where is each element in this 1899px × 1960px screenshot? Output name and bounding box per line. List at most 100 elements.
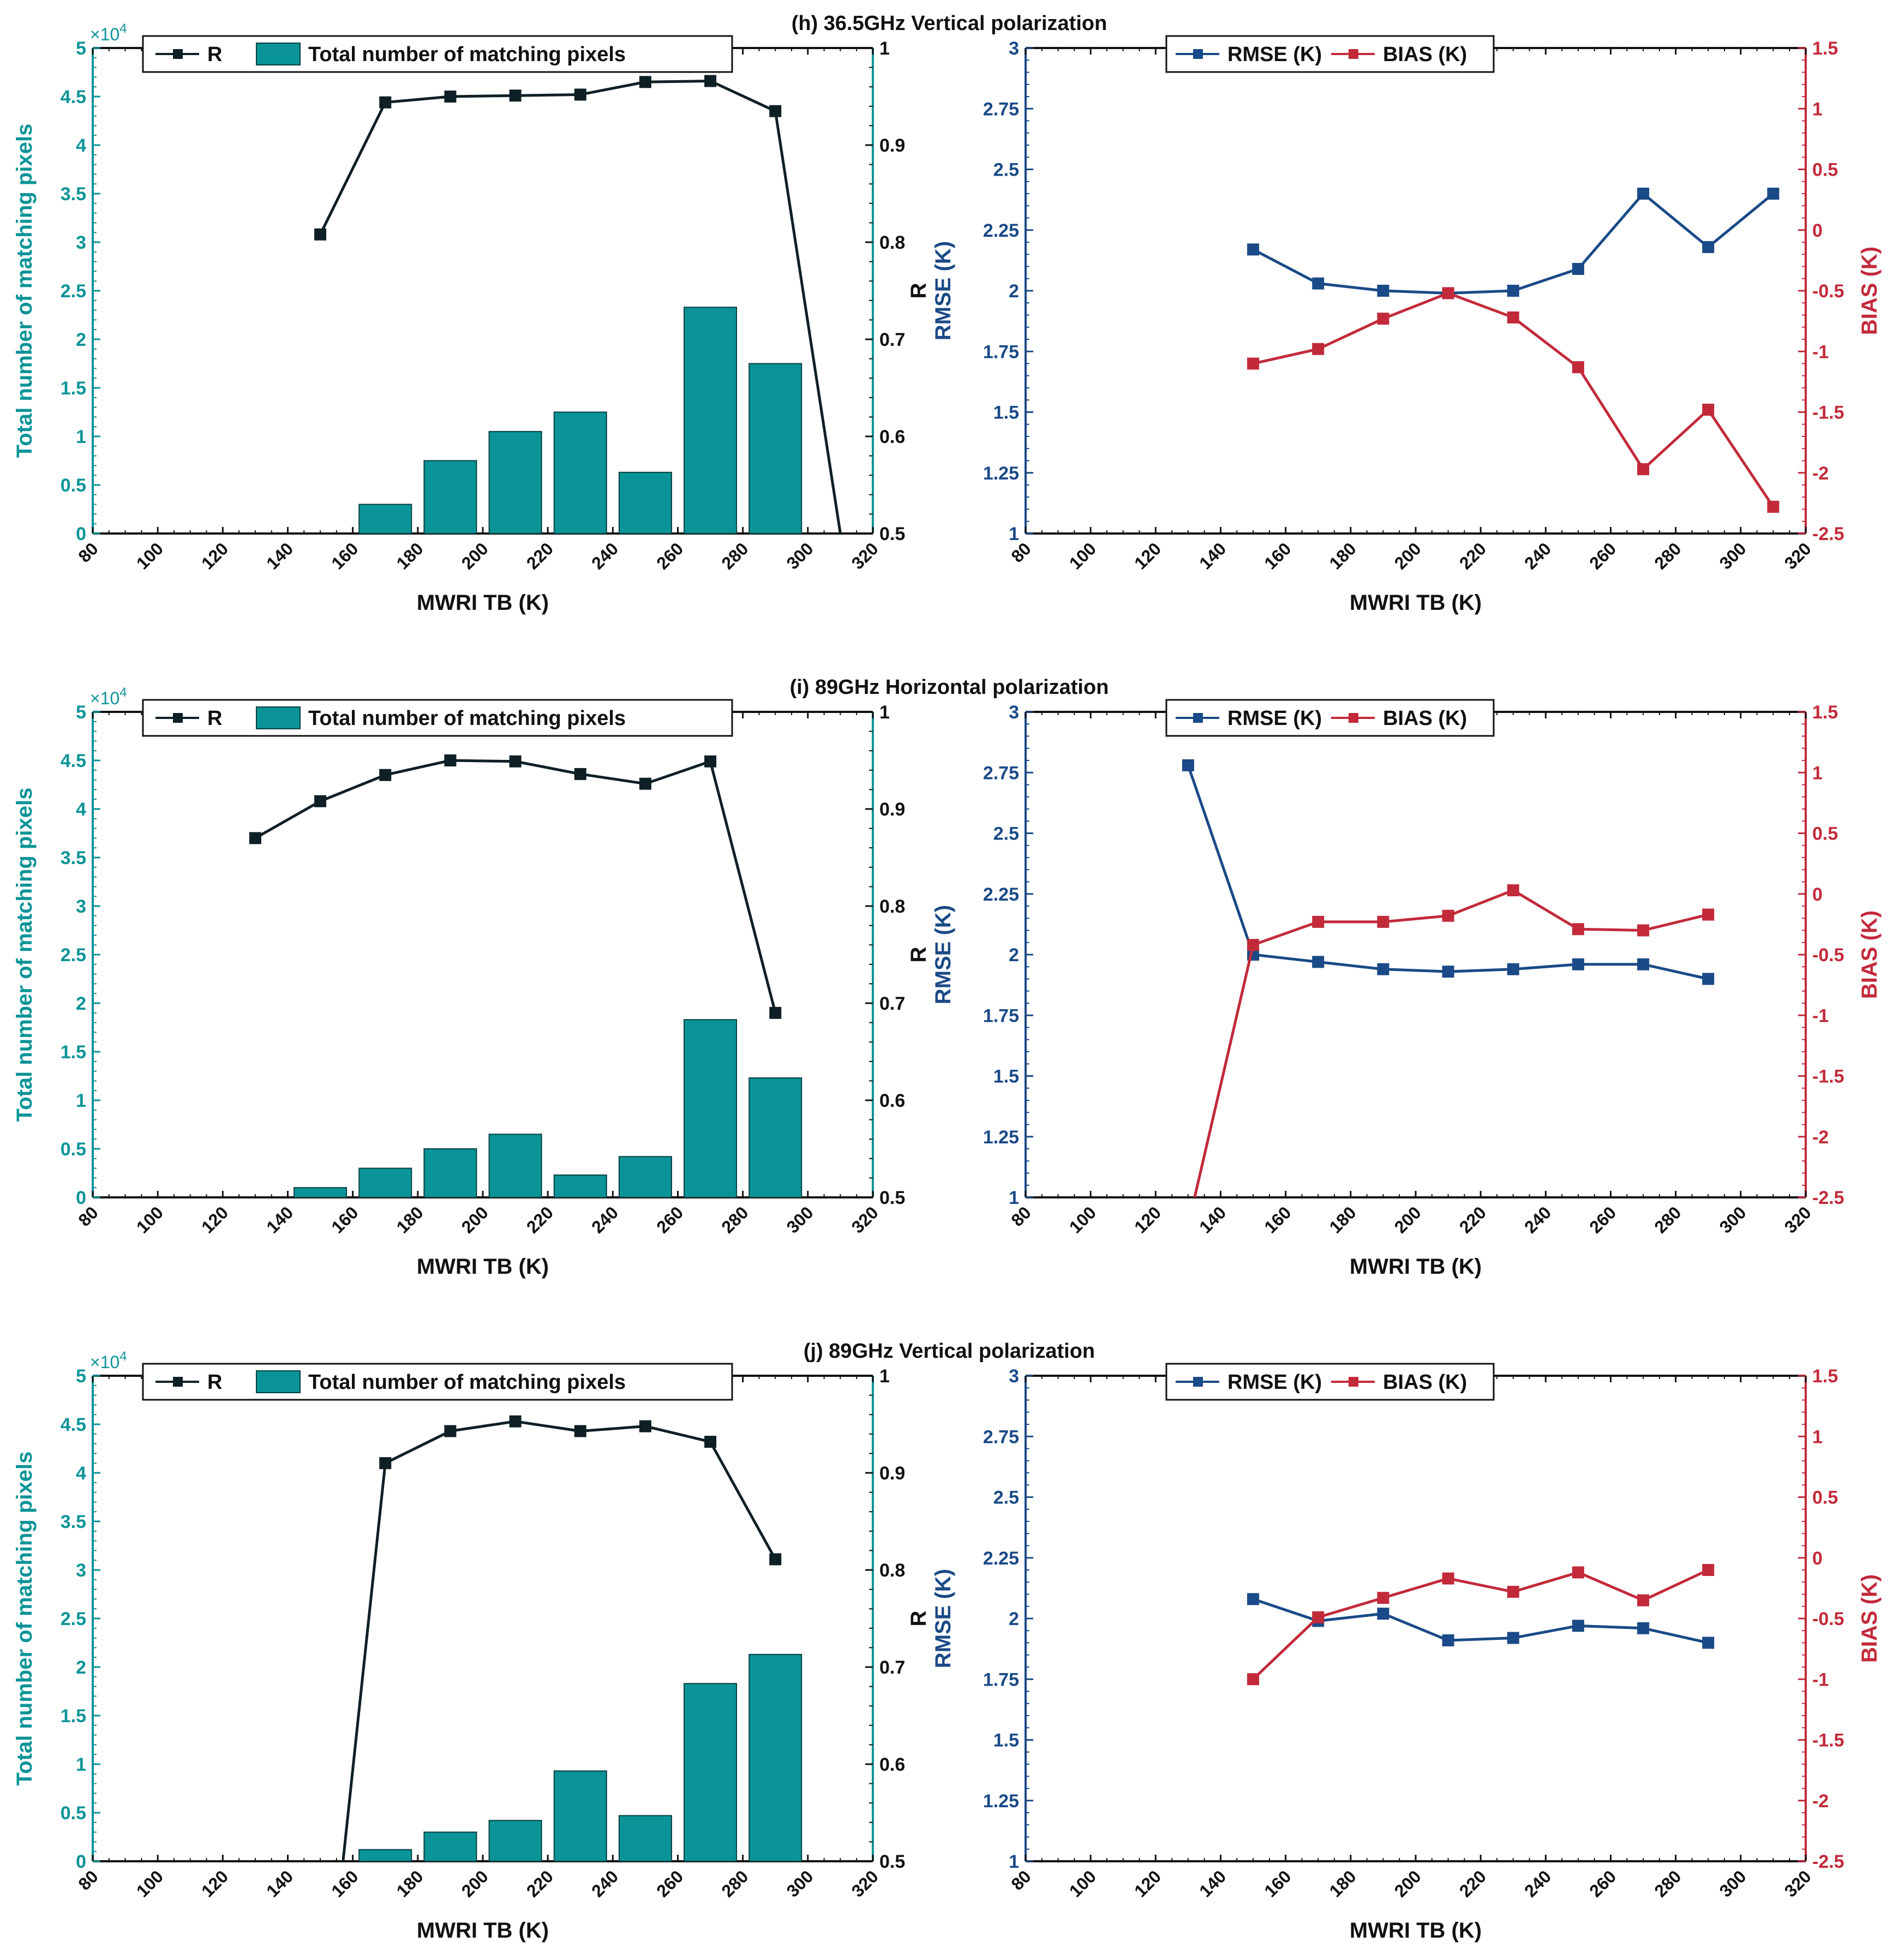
x-tick-label: 220 bbox=[523, 538, 557, 573]
x-tick-label: 200 bbox=[1391, 1202, 1425, 1237]
y-tick-label: 0 bbox=[76, 524, 86, 544]
y-tick-label: 2.5 bbox=[61, 1609, 86, 1629]
y-tick-label: 2.25 bbox=[983, 884, 1019, 905]
y-tick-label: -2.5 bbox=[1812, 1851, 1844, 1872]
legend-swatch-marker bbox=[173, 713, 183, 723]
y-tick-label: 4.5 bbox=[61, 751, 86, 771]
x-tick-label: 120 bbox=[1130, 538, 1165, 573]
r-marker bbox=[444, 91, 457, 103]
y-tick-label: 1 bbox=[1812, 1426, 1823, 1447]
x-tick-label: 260 bbox=[652, 1202, 687, 1237]
y-tick-label: 0.6 bbox=[879, 1754, 905, 1775]
x-tick-label: 300 bbox=[1716, 1202, 1750, 1237]
panel-title: (h) 36.5GHz Vertical polarization bbox=[792, 12, 1107, 35]
y-tick-label: 0.5 bbox=[1812, 824, 1838, 844]
legend-swatch-marker bbox=[1193, 713, 1203, 723]
y-tick-label: 2.75 bbox=[983, 1426, 1019, 1447]
x-tick-label: 160 bbox=[1260, 538, 1295, 573]
count-bar bbox=[618, 471, 672, 534]
count-bar bbox=[618, 1815, 672, 1862]
r-marker bbox=[639, 777, 651, 790]
legend-box bbox=[142, 35, 733, 73]
r-line bbox=[254, 759, 777, 1014]
x-axis-label: MWRI TB (K) bbox=[417, 1919, 549, 1943]
count-bar bbox=[488, 1134, 542, 1198]
x-tick-label: 140 bbox=[262, 1202, 297, 1237]
x-tick-label: 120 bbox=[1130, 1202, 1165, 1237]
x-tick-label: 260 bbox=[1585, 538, 1620, 573]
x-tick-label: 200 bbox=[458, 1202, 492, 1237]
legend-box bbox=[1165, 35, 1495, 73]
legend-swatch-marker bbox=[1193, 1377, 1203, 1387]
y-multiplier: ×104 bbox=[90, 21, 127, 44]
x-tick-label: 180 bbox=[393, 538, 427, 573]
x-tick-label: 300 bbox=[783, 1866, 817, 1901]
x-tick-label: 160 bbox=[1260, 1866, 1295, 1901]
bias-marker bbox=[1637, 1594, 1650, 1607]
x-axis-label: MWRI TB (K) bbox=[1350, 591, 1482, 615]
rmse-marker bbox=[1572, 1620, 1584, 1632]
y-tick-label: 2.5 bbox=[993, 1488, 1019, 1508]
rmse-marker bbox=[1572, 958, 1584, 970]
rmse-marker bbox=[1312, 956, 1325, 968]
x-tick-label: 280 bbox=[717, 538, 752, 573]
legend-box bbox=[1165, 699, 1495, 737]
rmse-marker bbox=[1572, 262, 1584, 275]
bias-marker bbox=[1377, 1592, 1389, 1604]
legend-swatch-marker bbox=[1349, 49, 1358, 59]
x-tick-label: 320 bbox=[848, 1866, 882, 1901]
x-tick-label: 280 bbox=[717, 1866, 752, 1901]
r-marker bbox=[574, 1425, 586, 1437]
x-tick-label: 120 bbox=[1130, 1866, 1165, 1901]
y-tick-label: 1.5 bbox=[993, 403, 1019, 423]
legend-label: RMSE (K) bbox=[1227, 707, 1322, 730]
x-tick-label: 280 bbox=[1650, 1202, 1685, 1237]
legend-label: Total number of matching pixels bbox=[308, 1371, 626, 1394]
y-tick-label: 1.5 bbox=[993, 1066, 1019, 1087]
x-tick-label: 160 bbox=[1260, 1202, 1295, 1237]
y-tick-label: 1.5 bbox=[993, 1730, 1019, 1751]
legend-label: RMSE (K) bbox=[1227, 1371, 1322, 1394]
legend-label: RMSE (K) bbox=[1227, 43, 1322, 66]
y-tick-label: 0 bbox=[1812, 884, 1823, 905]
y-tick-label: -1 bbox=[1812, 1005, 1829, 1026]
r-marker bbox=[704, 75, 717, 87]
r-marker bbox=[704, 755, 717, 768]
y-tick-label: 3 bbox=[1009, 702, 1019, 723]
x-tick-label: 120 bbox=[197, 538, 232, 573]
count-bar bbox=[358, 504, 412, 534]
right-panel-1: 80 100 120 140 160 180 200 220 240 260 280 300 320MW… bbox=[931, 699, 1882, 1279]
count-bar bbox=[684, 307, 738, 534]
y-tick-label: 2.25 bbox=[983, 1548, 1019, 1569]
rmse-marker bbox=[1507, 285, 1519, 297]
x-tick-label: 280 bbox=[1650, 1866, 1685, 1901]
x-tick-label: 180 bbox=[393, 1866, 427, 1901]
x-tick-label: 160 bbox=[327, 1866, 362, 1901]
rmse-marker bbox=[1702, 1637, 1715, 1649]
rmse-marker bbox=[1507, 1632, 1519, 1644]
y-tick-label: 0.5 bbox=[879, 1851, 905, 1872]
y-tick-label: 1.5 bbox=[1812, 1366, 1838, 1387]
x-tick-label: 100 bbox=[133, 1202, 167, 1237]
x-tick-label: 200 bbox=[1391, 1866, 1425, 1901]
x-tick-label: 240 bbox=[1520, 1202, 1555, 1237]
y-tick-label: 2 bbox=[1009, 281, 1019, 302]
y-tick-label: 2.25 bbox=[983, 220, 1019, 241]
y-tick-label: 2.5 bbox=[61, 945, 86, 966]
bias-marker bbox=[1572, 1566, 1584, 1579]
x-tick-label: 140 bbox=[1195, 538, 1230, 573]
y-tick-label: 2 bbox=[1009, 1609, 1019, 1629]
y-tick-label: 3.5 bbox=[61, 1512, 86, 1532]
count-bar bbox=[488, 431, 542, 534]
bias-marker bbox=[1702, 908, 1715, 921]
r-marker bbox=[314, 795, 327, 807]
y-tick-label: 1.25 bbox=[983, 1791, 1019, 1812]
r-marker bbox=[639, 76, 651, 88]
x-axis-label: MWRI TB (K) bbox=[417, 591, 549, 615]
y-tick-label: 1.25 bbox=[983, 463, 1019, 484]
y-tick-label: 4 bbox=[76, 799, 86, 820]
y-tick-label: 2.75 bbox=[983, 763, 1019, 783]
rmse-marker bbox=[1442, 1634, 1454, 1647]
y-tick-label: 1 bbox=[1812, 99, 1823, 119]
r-line bbox=[342, 1420, 777, 1862]
